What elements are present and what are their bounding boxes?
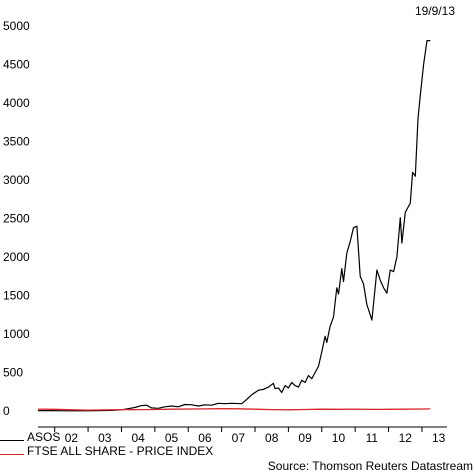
- legend-label-ftse: FTSE ALL SHARE - PRICE INDEX: [27, 444, 214, 458]
- x-tick-label: 05: [165, 431, 179, 445]
- x-tick-label: 13: [432, 431, 446, 445]
- y-tick-label: 4500: [3, 58, 30, 72]
- x-tick-label: 12: [399, 431, 413, 445]
- series-line-ftse: [37, 408, 431, 411]
- x-tick-label: 10: [332, 431, 346, 445]
- legend-swatch-ftse: [0, 454, 24, 455]
- y-tick-label: 1000: [3, 327, 30, 341]
- x-tick-label: 08: [265, 431, 279, 445]
- x-tick-label: 07: [232, 431, 246, 445]
- x-tick-label: 04: [131, 431, 145, 445]
- x-axis-ticks: 02 03 04 05 06 07 08 09 10 11 12 13: [54, 427, 446, 445]
- legend-label-asos: ASOS: [27, 430, 61, 444]
- source-note: Source: Thomson Reuters Datastream: [267, 459, 473, 473]
- y-tick-label: 2500: [3, 212, 30, 226]
- x-tick-label: 06: [198, 431, 212, 445]
- date-label: 19/9/13: [414, 4, 455, 18]
- y-tick-label: 5000: [3, 19, 30, 33]
- y-tick-label: 3500: [3, 135, 30, 149]
- x-tick-label: 11: [366, 431, 379, 445]
- y-tick-label: 2000: [3, 250, 30, 264]
- x-tick-label: 09: [298, 431, 312, 445]
- y-tick-label: 0: [3, 404, 10, 418]
- y-tick-label: 4000: [3, 96, 30, 110]
- series-lines: [37, 40, 431, 412]
- x-tick-label: 02: [65, 431, 79, 445]
- series-line-asos: [38, 40, 431, 412]
- y-tick-label: 3000: [3, 173, 30, 187]
- legend-swatch-asos: [0, 440, 24, 441]
- y-tick-label: 500: [3, 366, 23, 380]
- x-tick-label: 03: [98, 431, 112, 445]
- y-tick-label: 1500: [3, 289, 30, 303]
- y-axis-ticks: 0 500 1000 1500 2000 2500 3000 3500 4000 4500 5000: [3, 19, 30, 418]
